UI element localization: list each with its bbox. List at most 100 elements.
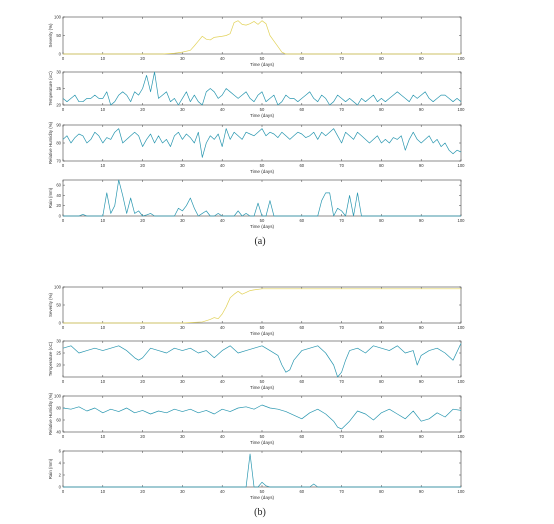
x-axis-label: Time (days) xyxy=(250,224,275,229)
x-axis-label: Time (days) xyxy=(250,385,275,390)
y-tick-label: 0 xyxy=(59,52,62,57)
x-tick-label: 30 xyxy=(180,489,185,494)
x-tick-label: 0 xyxy=(62,325,65,330)
x-tick-label: 90 xyxy=(419,379,424,384)
x-tick-label: 30 xyxy=(180,56,185,61)
plot-frame xyxy=(62,340,462,378)
x-tick-label: 100 xyxy=(458,107,466,112)
y-tick-label: 70 xyxy=(56,159,61,164)
y-tick-label: 0 xyxy=(59,485,62,490)
y-tick-label: 30 xyxy=(56,339,61,344)
x-tick-label: 90 xyxy=(419,325,424,330)
y-tick-label: 60 xyxy=(56,183,61,188)
plot-frame xyxy=(62,71,462,106)
x-tick-label: 20 xyxy=(140,56,145,61)
x-tick-label: 10 xyxy=(100,379,105,384)
x-tick-label: 70 xyxy=(339,56,344,61)
x-tick-label: 20 xyxy=(140,218,145,223)
x-axis-label: Time (days) xyxy=(250,62,275,67)
x-tick-label: 10 xyxy=(100,434,105,439)
y-axis-label: Rain (mm) xyxy=(48,187,53,208)
y-tick-label: 80 xyxy=(56,141,61,146)
x-tick-label: 50 xyxy=(260,379,265,384)
chart-panel-a-3: 0 10 20 30 40 50 60 70 80 90 100 70 80 90 Time (days) R… xyxy=(48,121,465,174)
x-tick-label: 100 xyxy=(458,434,466,439)
chart-panel-b-2: 0 10 20 30 40 50 60 70 80 90 100 20 25 30 Time (days) T… xyxy=(48,339,465,391)
plot-frame xyxy=(62,16,462,55)
x-tick-label: 40 xyxy=(220,325,225,330)
x-tick-label: 10 xyxy=(100,107,105,112)
caption-b: (b) xyxy=(254,507,266,518)
series-line-1 xyxy=(63,179,461,217)
x-tick-label: 60 xyxy=(299,434,304,439)
x-tick-label: 50 xyxy=(260,325,265,330)
x-tick-label: 0 xyxy=(62,489,65,494)
x-tick-label: 100 xyxy=(458,56,466,61)
x-tick-label: 100 xyxy=(458,163,466,168)
x-tick-label: 60 xyxy=(299,56,304,61)
x-tick-label: 40 xyxy=(220,379,225,384)
x-tick-label: 80 xyxy=(379,218,384,223)
x-tick-label: 60 xyxy=(299,163,304,168)
x-tick-label: 0 xyxy=(62,107,65,112)
y-tick-label: 50 xyxy=(56,33,61,38)
x-tick-label: 80 xyxy=(379,163,384,168)
chart-panel-a-2: 0 10 20 30 40 50 60 70 80 90 100 20 25 30 Time (days) T… xyxy=(48,70,465,119)
x-tick-label: 10 xyxy=(100,56,105,61)
x-tick-label: 80 xyxy=(379,56,384,61)
x-tick-label: 100 xyxy=(458,218,466,223)
y-tick-label: 6 xyxy=(59,449,62,454)
y-axis-label: Rain (mm) xyxy=(48,458,53,479)
x-tick-label: 70 xyxy=(339,379,344,384)
y-tick-label: 20 xyxy=(56,103,61,108)
x-tick-label: 90 xyxy=(419,434,424,439)
y-tick-label: 25 xyxy=(56,351,61,356)
y-tick-label: 20 xyxy=(56,203,61,208)
x-tick-label: 20 xyxy=(140,107,145,112)
x-tick-label: 20 xyxy=(140,489,145,494)
x-tick-label: 40 xyxy=(220,56,225,61)
y-tick-label: 100 xyxy=(54,15,62,20)
chart-panel-b-1: 0 10 20 30 40 50 60 70 80 90 100 0 50 100 Time (days) S… xyxy=(48,285,465,337)
x-tick-label: 0 xyxy=(62,56,65,61)
x-tick-label: 80 xyxy=(379,434,384,439)
x-tick-label: 100 xyxy=(458,325,466,330)
x-tick-label: 0 xyxy=(62,434,65,439)
y-tick-label: 90 xyxy=(56,123,61,128)
y-tick-label: 100 xyxy=(54,285,62,290)
x-tick-label: 50 xyxy=(260,218,265,223)
x-tick-label: 80 xyxy=(379,489,384,494)
y-tick-label: 40 xyxy=(56,430,61,435)
x-tick-label: 30 xyxy=(180,163,185,168)
x-tick-label: 100 xyxy=(458,379,466,384)
x-tick-label: 40 xyxy=(220,434,225,439)
x-tick-label: 60 xyxy=(299,379,304,384)
x-tick-label: 70 xyxy=(339,218,344,223)
y-tick-label: 20 xyxy=(56,363,61,368)
x-tick-label: 40 xyxy=(220,218,225,223)
y-tick-label: 40 xyxy=(56,193,61,198)
series-line-1 xyxy=(63,288,461,324)
chart-panel-a-4: 0 10 20 30 40 50 60 70 80 90 100 0 20 40 60 Time (days)… xyxy=(48,179,466,229)
x-tick-label: 70 xyxy=(339,163,344,168)
x-tick-label: 0 xyxy=(62,379,65,384)
x-tick-label: 70 xyxy=(339,489,344,494)
chart-panel-b-4: 0 10 20 30 40 50 60 70 80 90 100 0 2 4 6 Time (days) Rai… xyxy=(48,449,465,501)
x-tick-label: 30 xyxy=(180,434,185,439)
plot-frame xyxy=(62,179,462,217)
y-tick-label: 0 xyxy=(59,321,62,326)
plot-frame xyxy=(62,286,462,324)
x-tick-label: 20 xyxy=(140,434,145,439)
x-tick-label: 60 xyxy=(299,107,304,112)
y-axis-label: Relative Humidity (%) xyxy=(48,121,53,164)
x-tick-label: 50 xyxy=(260,107,265,112)
x-tick-label: 90 xyxy=(419,163,424,168)
y-tick-label: 50 xyxy=(56,303,61,308)
x-tick-label: 90 xyxy=(419,489,424,494)
series-line-1 xyxy=(62,71,462,106)
y-tick-label: 2 xyxy=(59,473,62,478)
x-tick-label: 90 xyxy=(419,107,424,112)
x-tick-label: 10 xyxy=(100,489,105,494)
chart-panel-a-1: 0 10 20 30 40 50 60 70 80 90 100 0 50 100 Time (days) S… xyxy=(48,15,465,68)
y-tick-label: 0 xyxy=(59,214,62,219)
